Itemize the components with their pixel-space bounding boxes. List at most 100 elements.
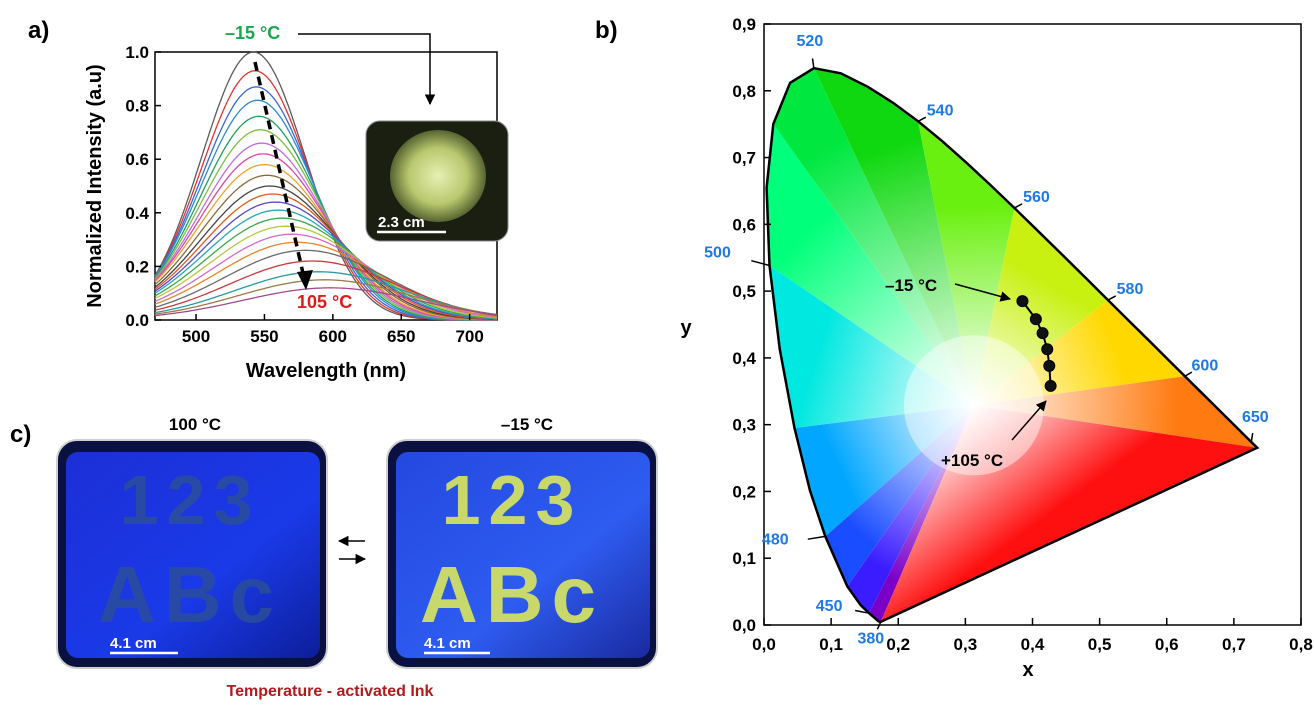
y-tick-label: 0.4	[125, 204, 149, 223]
spectrum-line	[154, 260, 498, 316]
spectrum-line	[154, 174, 497, 321]
cie-x-tick-label: 0,8	[1289, 635, 1313, 654]
wavelength-label: 520	[797, 33, 824, 50]
panel-c-label: c)	[10, 421, 31, 448]
y-tick-label: 1.0	[125, 43, 149, 62]
right-photo-title: –15 °C	[501, 415, 553, 434]
cie-chart: 0,0 0,1 0,2 0,3 0,4 0,5 0,6 0,7 0,8 0,0 0,1 0,2 0,3 0…	[680, 15, 1312, 681]
wavelength-tick	[917, 116, 927, 122]
gamut-wedge	[766, 68, 974, 406]
cie-y-tick-label: 0,4	[732, 349, 756, 368]
y-tick-label: 0.6	[125, 150, 149, 169]
cie-start-arrow	[954, 283, 1012, 302]
spectrum-line	[154, 142, 497, 321]
cie-y-tick-label: 0,2	[732, 482, 756, 501]
x-tick-label: 700	[455, 327, 483, 346]
cie-x-tick-label: 0,6	[1155, 635, 1179, 654]
spectra-y-axis-title: Normalized Intensity (a.u)	[84, 64, 106, 307]
wavelength-label: 650	[1242, 409, 1269, 426]
cie-y-tick-label: 0,9	[732, 15, 756, 34]
right-scale-label: 4.1 cm	[424, 635, 471, 652]
trend-dashed-arrow	[253, 61, 307, 283]
wavelength-tick	[751, 259, 770, 267]
wavelength-tick	[1250, 432, 1254, 443]
wavelength-label: 380	[858, 631, 885, 648]
wavelength-labels: 380 450 480 500 520 540 560 580 600 650	[704, 33, 1269, 647]
cie-start-temp-label: –15 °C	[885, 276, 937, 295]
left-photo: 123 ABc 4.1 cm	[56, 439, 328, 669]
spectra-curves	[154, 51, 498, 321]
left-scale-label: 4.1 cm	[110, 635, 157, 652]
wavelength-label: 500	[704, 244, 731, 261]
cie-y-tick-label: 0,1	[732, 549, 756, 568]
x-tick-label: 600	[319, 327, 347, 346]
wavelength-tick	[1107, 295, 1117, 301]
cie-axes: 0,0 0,1 0,2 0,3 0,4 0,5 0,6 0,7 0,8 0,0 0,1 0,2 0,3 0…	[732, 15, 1312, 654]
x-tick-label: 550	[250, 327, 278, 346]
left-photo-title: 100 °C	[169, 415, 221, 434]
cie-y-tick-label: 0,3	[732, 416, 756, 435]
spectrum-line	[154, 241, 498, 318]
right-photo-letters: ABc	[420, 550, 604, 639]
spectrum-line	[154, 193, 498, 320]
wavelength-label: 600	[1192, 357, 1219, 374]
wavelength-label: 450	[816, 598, 843, 615]
cie-y-axis-title: y	[680, 317, 692, 339]
y-tick-label: 0.0	[125, 311, 149, 330]
cie-end-arrow	[1011, 400, 1047, 441]
spectrum-line	[154, 271, 498, 316]
wavelength-label: 580	[1117, 281, 1144, 298]
ink-photos: 100 °C –15 °C 123 ABc 4.1 cm 123 ABc 4.1…	[56, 415, 658, 700]
spectra-axes: 500 550 600 650 700 0.0 0.2 0.4 0.6 0.8 1.0	[125, 43, 483, 346]
inset-connector-arrow	[298, 33, 436, 106]
cie-y-tick-label: 0,0	[732, 616, 756, 635]
x-tick-label: 650	[387, 327, 415, 346]
spectrum-line	[154, 209, 498, 320]
top-temp-label: –15 °C	[225, 23, 280, 43]
spectrum-line	[154, 163, 497, 321]
cie-y-tick-label: 0,8	[732, 82, 756, 101]
wavelength-tick	[807, 535, 826, 540]
wavelength-tick	[876, 621, 882, 630]
spectrum-line	[154, 287, 498, 317]
cie-x-tick-label: 0,1	[819, 635, 843, 654]
panel-b-label: b)	[595, 17, 618, 44]
x-tick-label: 500	[182, 327, 210, 346]
gamut-wedge	[766, 195, 974, 440]
spectrum-line	[154, 217, 498, 319]
wavelength-label: 560	[1023, 189, 1050, 206]
spectra-x-axis-title: Wavelength (nm)	[246, 360, 406, 382]
cie-y-tick-label: 0,6	[732, 215, 756, 234]
panel-a-label: a)	[28, 17, 49, 44]
cie-point	[1044, 379, 1057, 392]
gamut-wedge	[816, 405, 974, 622]
inset-photo: 2.3 cm	[365, 120, 509, 242]
gamut-wedge	[766, 68, 974, 406]
wavelength-label: 540	[927, 102, 954, 119]
cie-x-tick-label: 0,0	[752, 635, 776, 654]
right-photo: 123 ABc 4.1 cm	[386, 439, 658, 669]
cie-point	[1029, 313, 1042, 326]
trend-arrow-head	[297, 270, 313, 290]
bottom-temp-label: 105 °C	[297, 292, 352, 312]
cie-x-tick-label: 0,7	[1222, 635, 1246, 654]
wavelength-tick	[811, 58, 815, 69]
gamut-wedge	[766, 68, 974, 406]
y-tick-label: 0.8	[125, 97, 149, 116]
ink-caption: Temperature - activated Ink	[227, 683, 434, 700]
cie-y-tick-label: 0,5	[732, 282, 756, 301]
wavelength-label: 480	[762, 531, 789, 548]
cie-y-tick-label: 0,7	[732, 149, 756, 168]
right-photo-digits: 123	[442, 461, 583, 539]
cie-x-axis-title: x	[1022, 659, 1033, 681]
inset-scale-label: 2.3 cm	[378, 214, 425, 231]
gamut-wedge	[784, 405, 974, 622]
wavelength-tick	[1014, 203, 1023, 209]
left-photo-letters: ABc	[98, 550, 282, 639]
wavelength-tick	[854, 609, 870, 614]
spectrum-line	[154, 153, 497, 321]
cie-x-tick-label: 0,2	[886, 635, 910, 654]
spectrum-line	[154, 185, 498, 321]
spectrum-line	[154, 225, 498, 319]
